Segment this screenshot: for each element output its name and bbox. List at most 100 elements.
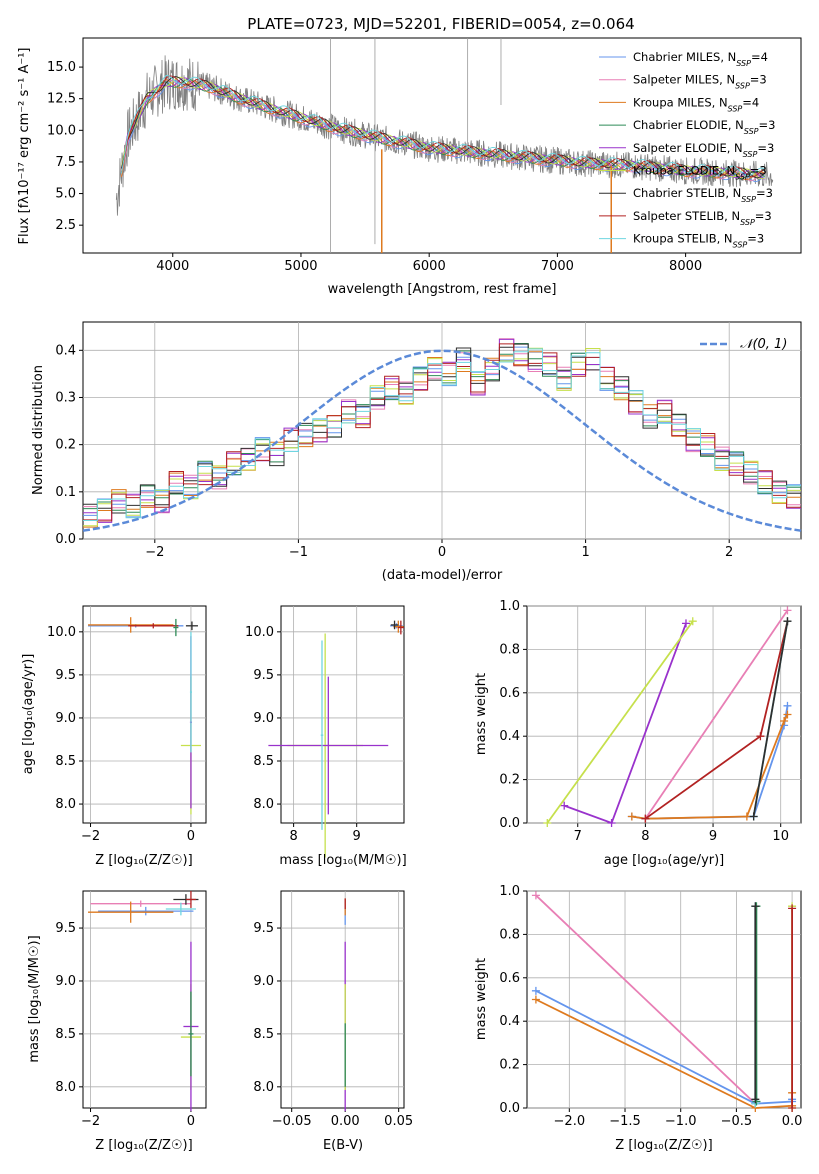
spectrum-plot-area: 4000 5000 6000 7000 8000 2.5 5.0 7.5 10.0 12.5 15.… <box>47 38 774 274</box>
weight-vs-age-marker <box>783 617 792 626</box>
age-vs-z-panel: −2 0 8.0 8.5 9.0 9.5 10.0 Z [log₁₀(Z/Z☉)] age … <box>21 605 207 868</box>
weight-vs-age-marker <box>543 819 552 827</box>
age-vs-mass-ytick-label: 10.0 <box>245 625 274 640</box>
weight-vs-Z-xtick-label: 0.0 <box>782 1114 803 1129</box>
weight-vs-Z-xtick-label: −1.0 <box>665 1114 697 1129</box>
residual-panel: −2 −1 0 1 2 0.0 0.1 0.2 0.3 0.4 (data-model)/erro… <box>31 321 802 583</box>
model-fit-line-5 <box>121 76 765 180</box>
model-fit-line-8 <box>121 75 765 177</box>
weight-vs-Z-xtick-label: −2.0 <box>554 1114 586 1129</box>
weight-vs-age-marker <box>627 812 636 821</box>
mass-vs-Z-ytick-label: 8.5 <box>55 1027 76 1042</box>
spectrum-xtick-label: 8000 <box>669 259 702 274</box>
age-vs-mass-xtick-label: 9 <box>353 829 361 844</box>
spectrum-ylabel: Flux [fλ10⁻¹⁷ erg cm⁻² s⁻¹ A⁻¹] <box>17 48 32 245</box>
weight-vs-age-xtick-label: 7 <box>574 829 582 844</box>
weight-vs-Z-ytick-label: 1.0 <box>499 884 520 899</box>
residual-ytick-label: 0.2 <box>55 438 76 453</box>
weight-vs-age-marker <box>783 701 792 710</box>
mass-vs-Z-ytick-label: 8.0 <box>55 1080 76 1095</box>
weight-vs-Z-marker <box>788 904 797 913</box>
mass-vs-z-ylabel: mass [log₁₀(M/M☉)] <box>27 935 42 1062</box>
residual-ytick-label: 0.1 <box>55 485 76 500</box>
residual-ytick-label: 0.4 <box>55 343 76 358</box>
weight-vs-age-marker <box>560 801 569 810</box>
weight-vs-age-xtick-label: 10 <box>772 829 789 844</box>
spectrum-xtick-label: 6000 <box>413 259 446 274</box>
weight-vs-age-marker <box>783 710 792 719</box>
weight-vs-age-marker <box>641 814 650 823</box>
weight-vs-age-marker <box>742 812 751 821</box>
age-vs-Z-ytick-label: 10.0 <box>47 625 76 640</box>
weight-vs-Z-marker <box>531 891 540 900</box>
age-vs-mass-xtick-label: 8 <box>289 829 297 844</box>
normal-curve-legend-label: 𝒩(0, 1) <box>740 337 787 352</box>
model-fit-line-6 <box>121 76 765 179</box>
spectrum-ytick-label: 10.0 <box>47 123 76 138</box>
spectrum-xtick-label: 7000 <box>541 259 574 274</box>
weight-vs-Z-marker <box>788 1104 797 1112</box>
mass-vs-ebv-frame <box>280 890 405 1109</box>
residual-legend: 𝒩(0, 1) <box>700 337 787 352</box>
age-vs-mass-xlabel: mass [log₁₀(M/M☉)] <box>279 853 406 868</box>
legend-label-1: Salpeter MILES, NSSP=3 <box>633 73 767 91</box>
age-vs-z-xlabel: Z [log₁₀(Z/Z☉)] <box>95 853 192 868</box>
age-vs-mass-frame <box>280 605 405 824</box>
weight-vs-age-series-7 <box>752 621 789 817</box>
age-vs-mass-ytick-label: 9.0 <box>253 711 274 726</box>
age-vs-Z-xtick-label: −2 <box>81 829 100 844</box>
residual-xtick-label: 1 <box>581 545 589 560</box>
age-vs-z-frame <box>82 605 207 824</box>
weight-vs-z-frame <box>526 890 802 1109</box>
weight-vs-Z-xtick-label: −0.5 <box>721 1114 753 1129</box>
mass-vs-EBV-ytick-label: 8.5 <box>253 1027 274 1042</box>
legend-label-7: Salpeter STELIB, NSSP=3 <box>633 209 772 227</box>
spectrum-panel: 4000 5000 6000 7000 8000 2.5 5.0 7.5 10.0 12.5 15.… <box>17 37 802 297</box>
age-vs-mass-ytick-label: 9.5 <box>253 668 274 683</box>
age-vs-Z-ytick-label: 8.0 <box>55 797 76 812</box>
weight-vs-Z-xtick-label: −1.5 <box>609 1114 641 1129</box>
weight-vs-age-marker <box>607 819 616 827</box>
weight-vs-Z-marker <box>531 995 540 1004</box>
weight-vs-Z-marker <box>751 1095 760 1104</box>
age-vs-Z-xtick-label: 0 <box>187 829 195 844</box>
legend-label-0: Chabrier MILES, NSSP=4 <box>633 50 768 68</box>
weight-vs-Z-ytick-label: 0.0 <box>499 1101 520 1116</box>
spectrum-xtick-label: 4000 <box>156 259 189 274</box>
residual-xtick-label: −1 <box>289 545 308 560</box>
weight-vs-Z-marker <box>531 986 540 995</box>
age-vs-Z-ytick-label: 8.5 <box>55 754 76 769</box>
spectrum-xtick-label: 5000 <box>284 259 317 274</box>
weight-vs-z-xlabel: Z [log₁₀(Z/Z☉)] <box>615 1138 712 1153</box>
mass-vs-ebv-panel: −0.05 0.00 0.05 8.0 8.5 9.0 9.5 E(B-V) <box>253 890 413 1153</box>
weight-vs-Z-series-0 <box>535 894 756 1105</box>
weight-vs-age-ylabel: mass weight <box>474 673 489 755</box>
model-fit-line-4 <box>121 77 765 180</box>
mass-vs-z-xlabel: Z [log₁₀(Z/Z☉)] <box>95 1138 192 1153</box>
weight-vs-z-panel: −2.0 −1.5 −1.0 −0.5 0.0 0.0 0.2 0.4 0.6 0.8 1.0 Z … <box>474 884 802 1153</box>
spectrum-ytick-label: 2.5 <box>55 218 76 233</box>
legend-label-8: Kroupa STELIB, NSSP=3 <box>633 232 764 250</box>
weight-vs-age-marker <box>756 732 765 741</box>
mass-vs-z-frame <box>82 890 207 1109</box>
legend-label-6: Chabrier STELIB, NSSP=3 <box>633 186 773 204</box>
weight-vs-Z-ytick-label: 0.8 <box>499 927 520 942</box>
mass-vs-EBV-xtick-label: 0.00 <box>331 1114 360 1129</box>
weight-vs-age-ytick-label: 0.0 <box>499 816 520 831</box>
mass-vs-EBV-ytick-label: 8.0 <box>253 1080 274 1095</box>
weight-vs-age-ytick-label: 0.2 <box>499 773 520 788</box>
mass-vs-Z-ytick-label: 9.5 <box>55 921 76 936</box>
mass-vs-ebv-xlabel: E(B-V) <box>323 1138 363 1153</box>
weight-vs-Z-ytick-label: 0.6 <box>499 971 520 986</box>
weight-vs-age-ytick-label: 0.4 <box>499 729 520 744</box>
model-fit-line-2 <box>121 79 765 181</box>
residual-xlabel: (data-model)/error <box>382 568 503 583</box>
weight-vs-age-xlabel: age [log₁₀(age/yr)] <box>604 853 725 868</box>
residual-ytick-label: 0.3 <box>55 390 76 405</box>
age-vs-mass-ytick-label: 8.5 <box>253 754 274 769</box>
residual-plot-area: −2 −1 0 1 2 0.0 0.1 0.2 0.3 0.4 <box>55 322 802 560</box>
residual-xtick-label: 2 <box>725 545 733 560</box>
weight-vs-age-xtick-label: 9 <box>709 829 717 844</box>
